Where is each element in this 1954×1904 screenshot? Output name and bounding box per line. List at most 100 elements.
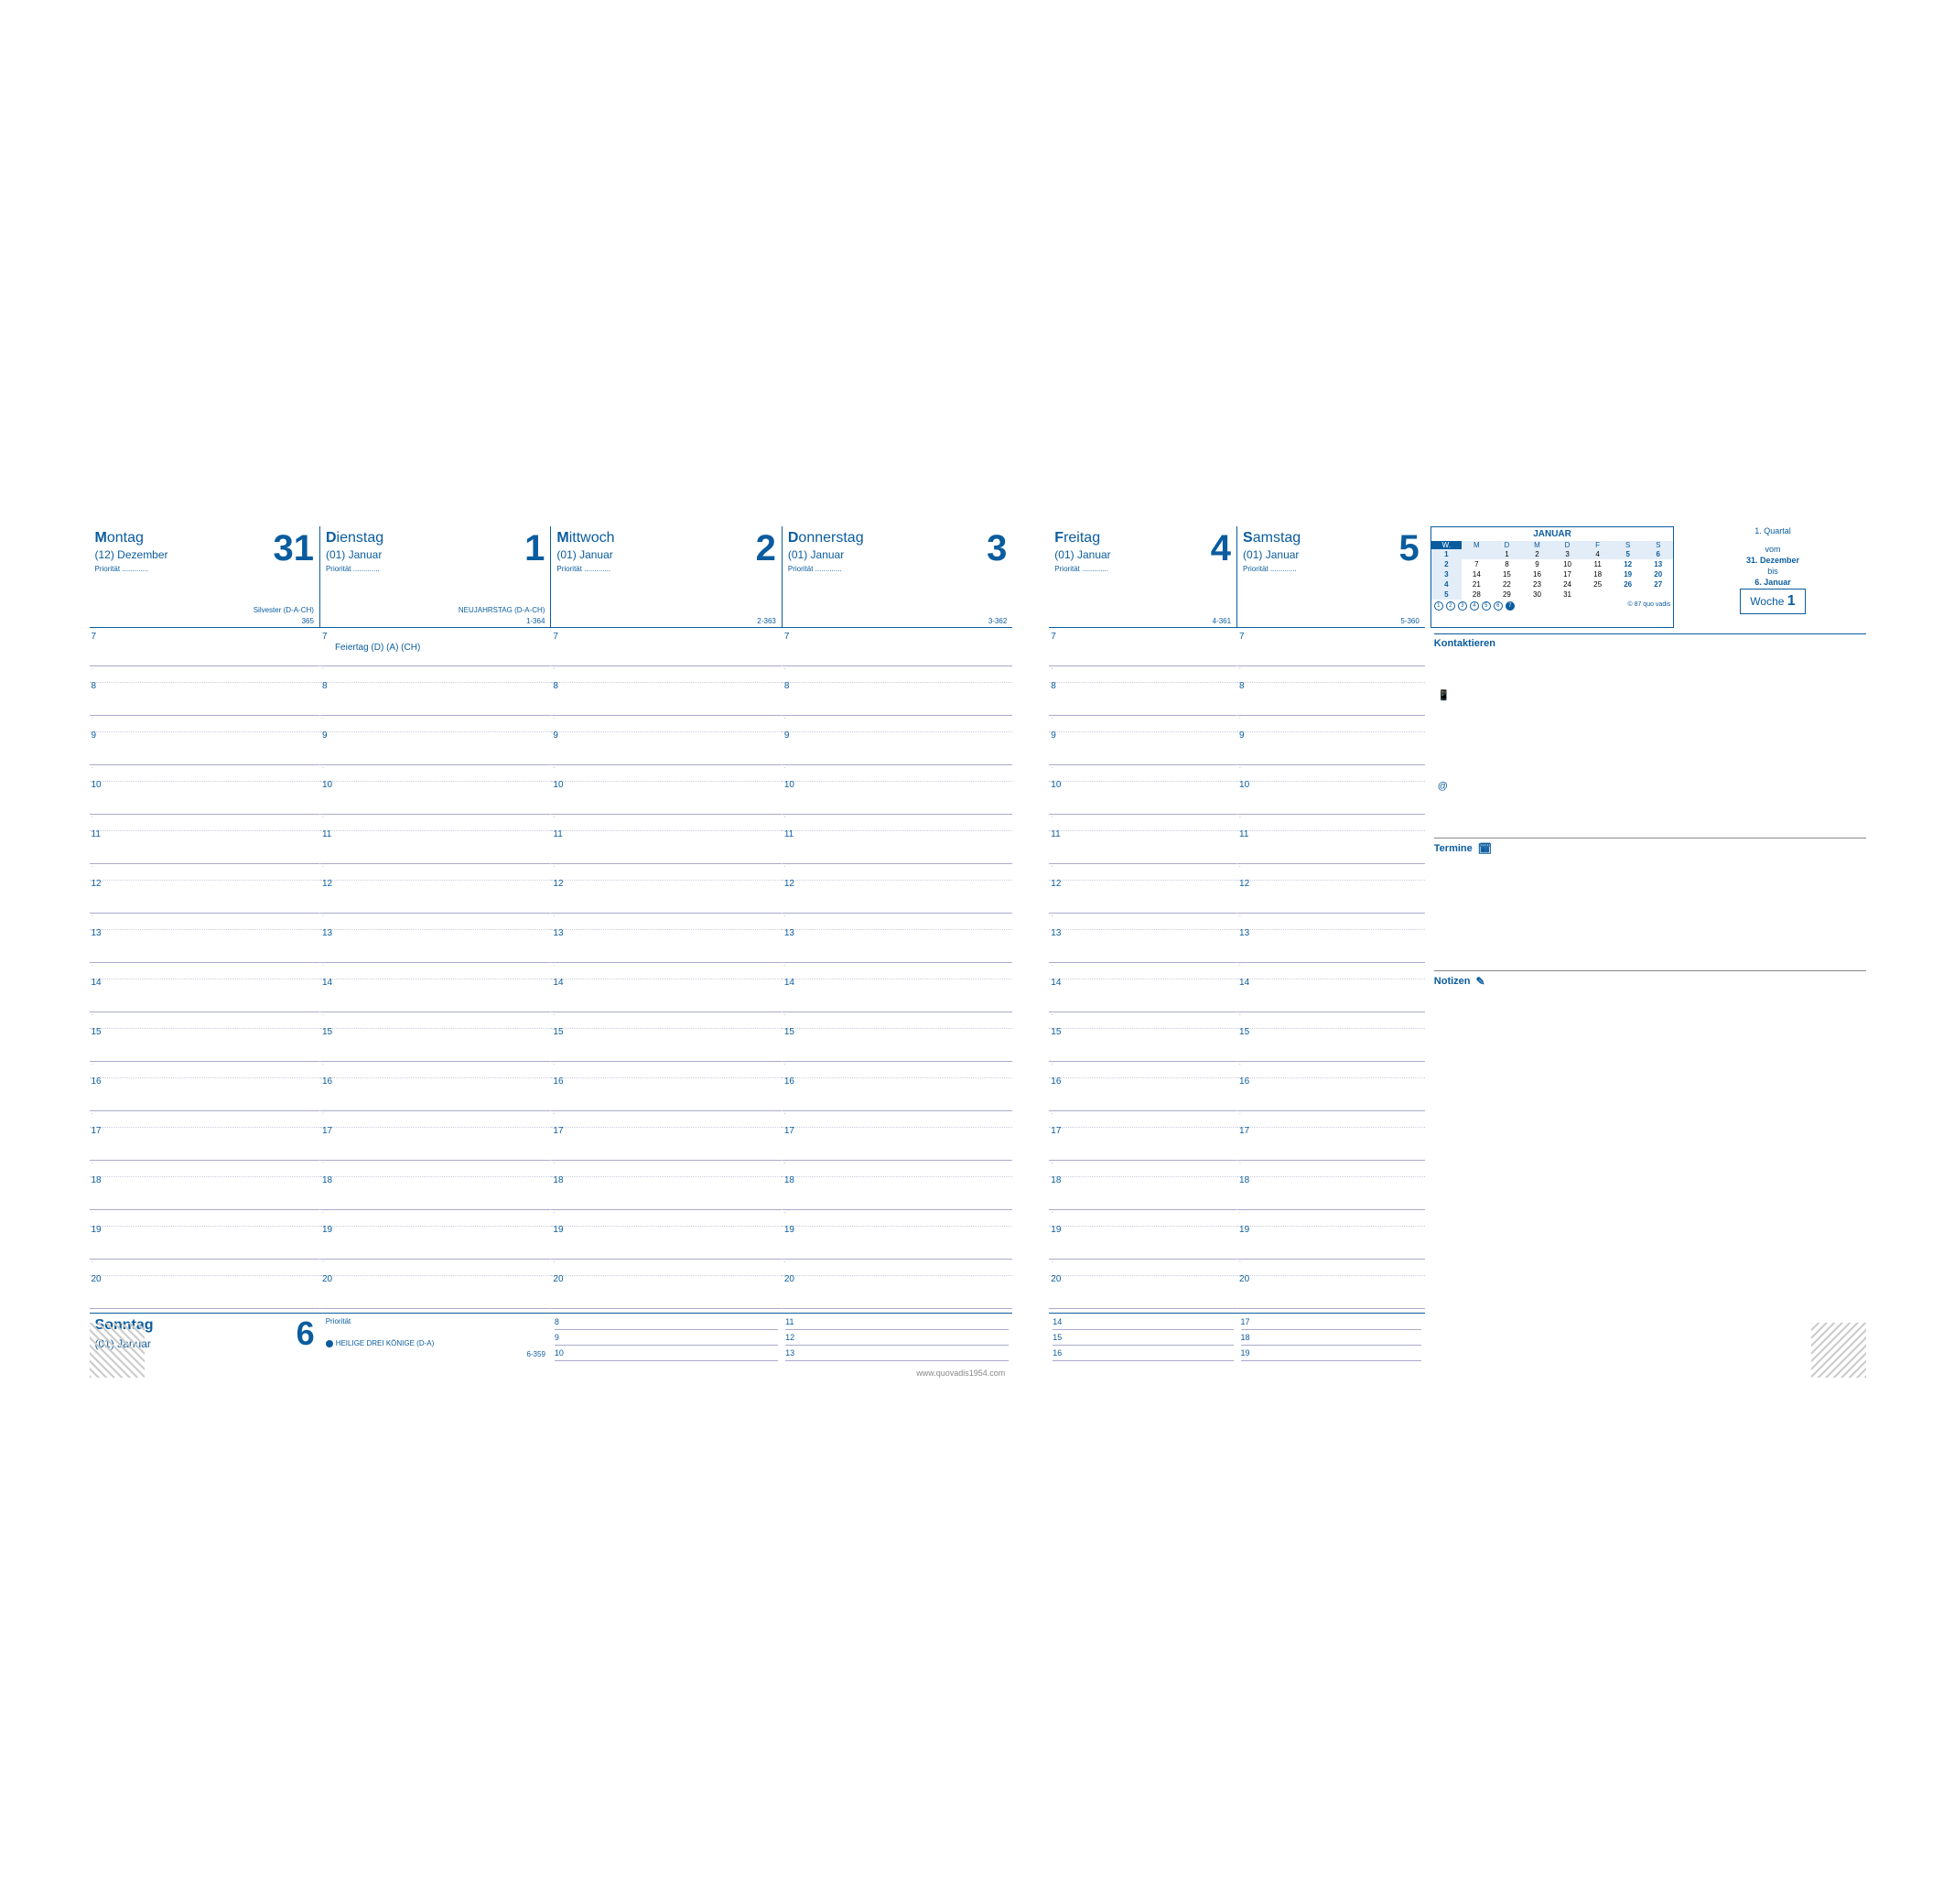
- half-hour-cell[interactable]: ·: [782, 914, 1012, 930]
- hour-cell[interactable]: 19: [319, 1227, 550, 1260]
- hour-cell[interactable]: 13: [1236, 930, 1425, 963]
- hour-cell[interactable]: 11: [90, 831, 319, 864]
- half-hour-cell[interactable]: ·: [1049, 963, 1236, 979]
- half-hour-cell[interactable]: ·: [320, 765, 551, 782]
- hour-cell[interactable]: 20: [550, 1276, 781, 1309]
- hour-cell[interactable]: 10: [319, 782, 550, 815]
- hour-cell[interactable]: 10: [550, 782, 781, 815]
- half-hour-cell[interactable]: ·: [782, 1210, 1012, 1227]
- half-hour-cell[interactable]: ·: [320, 815, 551, 831]
- hour-cell[interactable]: 12: [90, 881, 319, 914]
- hour-cell[interactable]: 18: [90, 1177, 319, 1210]
- hour-cell[interactable]: 8: [1049, 683, 1236, 716]
- hour-cell[interactable]: 7Feiertag (D) (A) (CH): [319, 633, 550, 666]
- hour-cell[interactable]: 15: [550, 1029, 781, 1062]
- hour-cell[interactable]: 16: [782, 1078, 1012, 1111]
- hour-cell[interactable]: 15: [782, 1029, 1012, 1062]
- half-hour-cell[interactable]: ·: [320, 1111, 551, 1128]
- hour-cell[interactable]: 11: [782, 831, 1012, 864]
- half-hour-cell[interactable]: ·: [551, 864, 782, 881]
- sunday-hour-line[interactable]: 15: [1053, 1333, 1233, 1346]
- hour-cell[interactable]: 14: [319, 979, 550, 1012]
- sunday-hour-line[interactable]: 19: [1241, 1348, 1421, 1361]
- hour-cell[interactable]: 20: [319, 1276, 550, 1309]
- hour-cell[interactable]: 18: [319, 1177, 550, 1210]
- half-hour-cell[interactable]: ·: [551, 1161, 782, 1177]
- sunday-hour-line[interactable]: 17: [1241, 1317, 1421, 1330]
- hour-cell[interactable]: 18: [1236, 1177, 1425, 1210]
- hour-cell[interactable]: 13: [782, 930, 1012, 963]
- half-hour-cell[interactable]: ·: [782, 1012, 1012, 1029]
- hour-cell[interactable]: 8: [550, 683, 781, 716]
- hour-cell[interactable]: 17: [90, 1128, 319, 1161]
- hour-cell[interactable]: 19: [1049, 1227, 1236, 1260]
- hour-cell[interactable]: 9: [90, 732, 319, 765]
- hour-cell[interactable]: 14: [1049, 979, 1236, 1012]
- half-hour-cell[interactable]: ·: [1049, 666, 1236, 683]
- hour-cell[interactable]: 12: [319, 881, 550, 914]
- hour-cell[interactable]: 7: [1236, 633, 1425, 666]
- half-hour-cell[interactable]: ·: [90, 1062, 320, 1078]
- half-hour-cell[interactable]: ·: [1049, 864, 1236, 881]
- half-hour-cell[interactable]: ·: [320, 1260, 551, 1276]
- hour-cell[interactable]: 15: [1049, 1029, 1236, 1062]
- hour-cell[interactable]: 13: [90, 930, 319, 963]
- half-hour-cell[interactable]: ·: [1237, 815, 1425, 831]
- half-hour-cell[interactable]: ·: [1049, 1111, 1236, 1128]
- half-hour-cell[interactable]: ·: [90, 1161, 320, 1177]
- half-hour-cell[interactable]: ·: [551, 1260, 782, 1276]
- half-hour-cell[interactable]: ·: [1237, 1111, 1425, 1128]
- hour-cell[interactable]: 12: [550, 881, 781, 914]
- half-hour-cell[interactable]: ·: [1049, 914, 1236, 930]
- half-hour-cell[interactable]: ·: [782, 1062, 1012, 1078]
- half-hour-cell[interactable]: ·: [320, 914, 551, 930]
- hour-cell[interactable]: 9: [319, 732, 550, 765]
- half-hour-cell[interactable]: ·: [782, 963, 1012, 979]
- hour-cell[interactable]: 16: [550, 1078, 781, 1111]
- hour-cell[interactable]: 11: [1049, 831, 1236, 864]
- half-hour-cell[interactable]: ·: [551, 1062, 782, 1078]
- hour-cell[interactable]: 16: [319, 1078, 550, 1111]
- hour-cell[interactable]: 9: [1236, 732, 1425, 765]
- half-hour-cell[interactable]: ·: [1237, 716, 1425, 732]
- half-hour-cell[interactable]: ·: [1237, 1062, 1425, 1078]
- half-hour-cell[interactable]: ·: [1049, 1210, 1236, 1227]
- half-hour-cell[interactable]: ·: [90, 1012, 320, 1029]
- hour-cell[interactable]: 18: [1049, 1177, 1236, 1210]
- hour-cell[interactable]: 13: [550, 930, 781, 963]
- half-hour-cell[interactable]: ·: [90, 864, 320, 881]
- sunday-hour-line[interactable]: 12: [785, 1333, 1009, 1346]
- hour-cell[interactable]: 10: [1049, 782, 1236, 815]
- hour-cell[interactable]: 9: [782, 732, 1012, 765]
- sunday-hour-line[interactable]: 16: [1053, 1348, 1233, 1361]
- hour-cell[interactable]: 12: [782, 881, 1012, 914]
- hour-cell[interactable]: 9: [1049, 732, 1236, 765]
- half-hour-cell[interactable]: ·: [551, 1012, 782, 1029]
- hour-cell[interactable]: 14: [1236, 979, 1425, 1012]
- hour-cell[interactable]: 15: [319, 1029, 550, 1062]
- half-hour-cell[interactable]: ·: [320, 864, 551, 881]
- half-hour-cell[interactable]: ·: [1237, 914, 1425, 930]
- hour-cell[interactable]: 13: [319, 930, 550, 963]
- half-hour-cell[interactable]: ·: [90, 1210, 320, 1227]
- hour-cell[interactable]: 7: [550, 633, 781, 666]
- half-hour-cell[interactable]: ·: [551, 666, 782, 683]
- hour-cell[interactable]: 8: [90, 683, 319, 716]
- hour-cell[interactable]: 8: [319, 683, 550, 716]
- half-hour-cell[interactable]: ·: [1049, 1062, 1236, 1078]
- half-hour-cell[interactable]: ·: [551, 765, 782, 782]
- hour-cell[interactable]: 7: [1049, 633, 1236, 666]
- hour-cell[interactable]: 12: [1236, 881, 1425, 914]
- sunday-hour-line[interactable]: 18: [1241, 1333, 1421, 1346]
- half-hour-cell[interactable]: ·: [1237, 1012, 1425, 1029]
- half-hour-cell[interactable]: ·: [782, 815, 1012, 831]
- hour-cell[interactable]: 19: [90, 1227, 319, 1260]
- hour-cell[interactable]: 14: [90, 979, 319, 1012]
- hour-cell[interactable]: 7: [782, 633, 1012, 666]
- half-hour-cell[interactable]: ·: [320, 1210, 551, 1227]
- half-hour-cell[interactable]: ·: [320, 716, 551, 732]
- half-hour-cell[interactable]: ·: [90, 716, 320, 732]
- half-hour-cell[interactable]: ·: [90, 963, 320, 979]
- half-hour-cell[interactable]: ·: [782, 1161, 1012, 1177]
- hour-cell[interactable]: 10: [1236, 782, 1425, 815]
